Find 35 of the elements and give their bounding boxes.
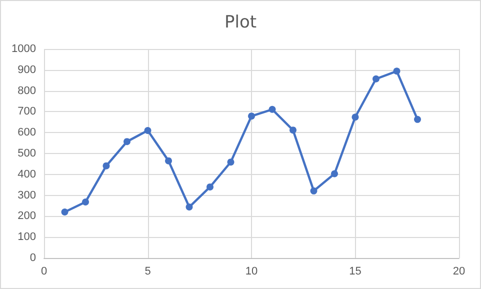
y-tick-label: 300 <box>18 189 36 202</box>
point <box>352 114 359 121</box>
y-tick-label: 0 <box>30 252 36 264</box>
x-tick-label: 15 <box>349 266 362 278</box>
y-tick-label: 700 <box>18 106 36 118</box>
point <box>206 183 214 190</box>
point <box>186 204 193 210</box>
point <box>372 75 380 82</box>
point <box>144 127 152 134</box>
y-tick-label: 1000 <box>12 43 36 55</box>
point <box>290 126 296 134</box>
y-tick-label: 500 <box>18 148 36 160</box>
y-tick-label: 800 <box>18 84 36 97</box>
chart-title: Plot <box>224 12 257 32</box>
point <box>102 162 110 170</box>
point <box>310 187 318 194</box>
point <box>165 157 172 164</box>
point <box>82 198 89 206</box>
y-tick-label: 600 <box>18 126 36 139</box>
point <box>248 112 255 120</box>
point <box>331 170 338 178</box>
y-tick-label: 900 <box>18 64 36 76</box>
point <box>227 158 234 166</box>
x-tick-label: 5 <box>144 266 151 278</box>
x-tick-label: 20 <box>452 266 466 278</box>
point <box>61 208 68 216</box>
x-tick-label: 0 <box>40 266 48 278</box>
y-tick-label: 100 <box>18 231 36 244</box>
point <box>268 106 276 113</box>
point <box>393 68 400 75</box>
y-tick-label: 200 <box>18 210 36 222</box>
y-tick-label: 400 <box>18 168 36 180</box>
point <box>124 138 130 146</box>
point <box>414 116 421 123</box>
x-tick-label: 10 <box>245 266 258 278</box>
